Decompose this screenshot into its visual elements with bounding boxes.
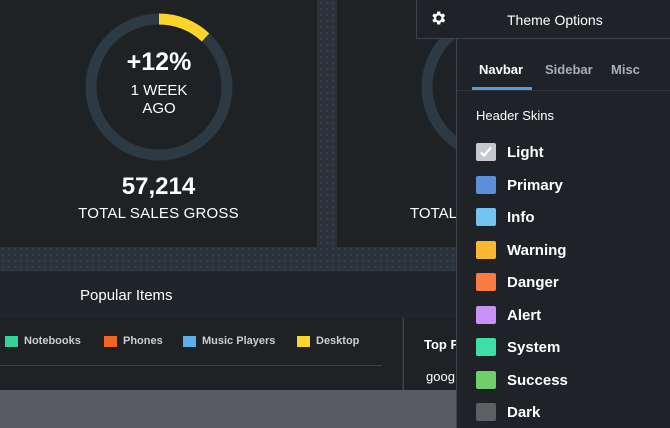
skin-label: Light: [507, 143, 544, 161]
stat-label: TOTAL SALES GROSS: [78, 205, 239, 222]
theme-options-toggle[interactable]: Theme Options: [416, 0, 670, 39]
footer-band: [0, 390, 456, 428]
legend-swatch: [297, 335, 310, 347]
top-panel: [403, 318, 464, 390]
stat-value: 57,214: [121, 173, 196, 200]
header-skins-title: Header Skins: [476, 108, 555, 123]
legend-item-phones[interactable]: Phones: [104, 335, 163, 347]
legend-label: Music Players: [202, 335, 276, 347]
skin-option-warning[interactable]: Warning: [476, 241, 566, 259]
progress-ring: [85, 13, 233, 161]
legend-item-notebooks[interactable]: Notebooks: [5, 335, 81, 347]
skin-checkbox[interactable]: [476, 338, 496, 356]
skin-checkbox[interactable]: [476, 306, 496, 324]
skin-option-alert[interactable]: Alert: [476, 306, 541, 324]
theme-options-title: Theme Options: [507, 12, 603, 28]
progress-ring-fill: [85, 13, 233, 161]
skin-option-info[interactable]: Info: [476, 208, 535, 226]
skin-option-system[interactable]: System: [476, 338, 560, 356]
stat-percent: +12%: [126, 48, 192, 76]
popular-items-title: Popular Items: [80, 287, 173, 304]
legend-item-music-players[interactable]: Music Players: [183, 335, 275, 347]
skin-label: Alert: [507, 306, 542, 324]
active-tab-indicator: [472, 87, 532, 90]
skin-option-primary[interactable]: Primary: [476, 176, 563, 194]
tab-navbar[interactable]: Navbar: [479, 62, 524, 77]
skin-checkbox[interactable]: [476, 176, 496, 194]
divider: [457, 90, 670, 91]
legend-item-desktop[interactable]: Desktop: [297, 335, 359, 347]
top-panel-row: goog: [426, 369, 455, 384]
skin-label: Primary: [507, 176, 563, 194]
skin-checkbox[interactable]: [476, 143, 496, 161]
legend-swatch: [183, 335, 196, 347]
skin-checkbox[interactable]: [476, 273, 496, 291]
top-panel-title: Top F: [424, 337, 457, 352]
skin-label: Danger: [507, 273, 559, 291]
divider: [0, 365, 382, 366]
stat-period-line1: 1 WEEK: [130, 82, 188, 99]
stat-label-2: TOTAL: [410, 205, 457, 222]
skin-checkbox[interactable]: [476, 241, 496, 259]
tab-sidebar[interactable]: Sidebar: [545, 62, 593, 77]
legend-swatch: [5, 335, 18, 347]
legend-label: Desktop: [316, 335, 360, 347]
skin-label: Success: [507, 371, 568, 389]
skin-option-danger[interactable]: Danger: [476, 273, 559, 291]
legend-label: Notebooks: [24, 335, 81, 347]
stat-period-line2: AGO: [142, 100, 176, 117]
legend-swatch: [104, 335, 117, 347]
theme-options-panel: Navbar Sidebar Misc Header Skins Light P…: [456, 39, 670, 428]
skin-checkbox[interactable]: [476, 403, 496, 421]
gear-icon: [432, 11, 446, 25]
skin-option-success[interactable]: Success: [476, 371, 568, 389]
skin-checkbox[interactable]: [476, 371, 496, 389]
skin-checkbox[interactable]: [476, 208, 496, 226]
skin-label: Dark: [507, 403, 541, 421]
check-icon: [480, 146, 492, 158]
popular-items-panel: [0, 318, 402, 390]
skin-label: Warning: [507, 241, 567, 259]
legend-label: Phones: [123, 335, 163, 347]
skin-option-light[interactable]: Light: [476, 143, 544, 161]
stat-card-sales: [0, 0, 317, 247]
tab-misc[interactable]: Misc: [611, 62, 640, 77]
skin-label: Info: [507, 208, 535, 226]
skin-label: System: [507, 338, 561, 356]
stat-period: 1 WEEK AGO: [84, 82, 234, 118]
skin-option-dark[interactable]: Dark: [476, 403, 540, 421]
